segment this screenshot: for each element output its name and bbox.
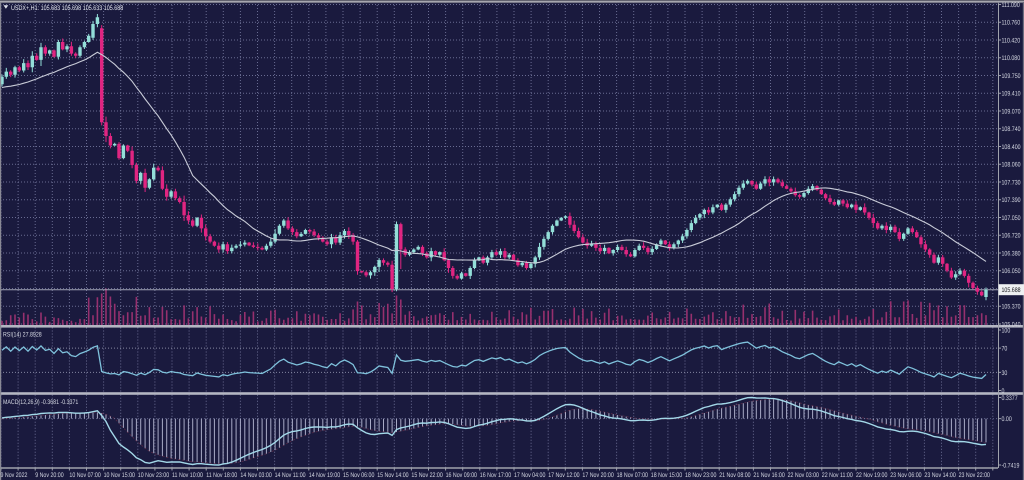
svg-text:10 Nov 07:00: 10 Nov 07:00: [69, 472, 101, 479]
svg-text:17 Nov 04:00: 17 Nov 04:00: [514, 472, 546, 479]
svg-text:21 Nov 08:00: 21 Nov 08:00: [719, 472, 751, 479]
svg-text:23 Nov 22:00: 23 Nov 22:00: [959, 472, 991, 479]
svg-text:108.740: 108.740: [1002, 126, 1021, 133]
svg-text:109.750: 109.750: [1002, 73, 1021, 80]
svg-text:9 Nov 20:00: 9 Nov 20:00: [35, 472, 64, 479]
svg-text:11 Nov 18:00: 11 Nov 18:00: [206, 472, 237, 479]
svg-text:10 Nov 15:00: 10 Nov 15:00: [104, 472, 136, 479]
svg-text:105.040: 105.040: [1002, 321, 1021, 328]
svg-text:18 Nov 15:00: 18 Nov 15:00: [651, 472, 683, 479]
svg-text:105.370: 105.370: [1002, 304, 1021, 311]
svg-text:107.050: 107.050: [1002, 215, 1021, 222]
svg-text:100: 100: [1002, 327, 1011, 334]
svg-text:17 Nov 12:00: 17 Nov 12:00: [548, 472, 580, 479]
svg-text:15 Nov 14:00: 15 Nov 14:00: [377, 472, 409, 479]
svg-text:10 Nov 23:00: 10 Nov 23:00: [138, 472, 170, 479]
svg-text:MACD(12,26,9) -0.3681 -0.3371: MACD(12,26,9) -0.3681 -0.3371: [3, 399, 79, 406]
svg-text:108.400: 108.400: [1002, 144, 1021, 151]
svg-text:109.410: 109.410: [1002, 91, 1021, 98]
svg-text:18 Nov 07:00: 18 Nov 07:00: [617, 472, 649, 479]
svg-text:108.060: 108.060: [1002, 162, 1021, 169]
svg-text:RSI(14) 27.8928: RSI(14) 27.8928: [3, 332, 42, 339]
svg-text:14 Nov 19:00: 14 Nov 19:00: [309, 472, 341, 479]
svg-text:USDX+,H1: 105.683 105.698 105.: USDX+,H1: 105.683 105.698 105.633 105.68…: [11, 5, 124, 12]
svg-text:16 Nov 17:00: 16 Nov 17:00: [480, 472, 512, 479]
svg-text:15 Nov 22:00: 15 Nov 22:00: [411, 472, 443, 479]
svg-text:18 Nov 23:00: 18 Nov 23:00: [685, 472, 717, 479]
svg-text:16 Nov 09:00: 16 Nov 09:00: [446, 472, 478, 479]
svg-text:107.390: 107.390: [1002, 197, 1021, 204]
svg-text:30: 30: [1002, 370, 1008, 377]
svg-text:0.3377: 0.3377: [1002, 395, 1018, 402]
svg-text:22 Nov 03:00: 22 Nov 03:00: [788, 472, 820, 479]
svg-text:109.070: 109.070: [1002, 108, 1021, 115]
svg-text:106.380: 106.380: [1002, 250, 1021, 257]
svg-text:9 Nov 2022: 9 Nov 2022: [1, 472, 28, 479]
svg-text:106.050: 106.050: [1002, 268, 1021, 275]
svg-text:110.080: 110.080: [1002, 55, 1021, 62]
svg-text:106.720: 106.720: [1002, 233, 1021, 240]
svg-text:0.00: 0.00: [1002, 416, 1013, 423]
svg-text:0: 0: [1002, 388, 1005, 395]
svg-text:14 Nov 11:00: 14 Nov 11:00: [275, 472, 306, 479]
svg-text:107.730: 107.730: [1002, 179, 1021, 186]
svg-text:111.090: 111.090: [1002, 2, 1021, 9]
svg-text:17 Nov 20:00: 17 Nov 20:00: [582, 472, 614, 479]
svg-text:15 Nov 06:00: 15 Nov 06:00: [343, 472, 375, 479]
svg-text:11 Nov 10:00: 11 Nov 10:00: [172, 472, 203, 479]
svg-text:70: 70: [1002, 346, 1008, 353]
svg-text:-0.7419: -0.7419: [1002, 462, 1020, 469]
svg-text:23 Nov 14:00: 23 Nov 14:00: [924, 472, 956, 479]
svg-text:110.760: 110.760: [1002, 20, 1021, 27]
svg-text:22 Nov 19:00: 22 Nov 19:00: [856, 472, 888, 479]
svg-text:21 Nov 16:00: 21 Nov 16:00: [753, 472, 785, 479]
svg-text:14 Nov 03:00: 14 Nov 03:00: [240, 472, 272, 479]
svg-text:22 Nov 11:00: 22 Nov 11:00: [822, 472, 853, 479]
svg-text:23 Nov 06:00: 23 Nov 06:00: [890, 472, 922, 479]
svg-text:110.420: 110.420: [1002, 37, 1021, 44]
svg-text:105.688: 105.688: [1002, 287, 1021, 294]
